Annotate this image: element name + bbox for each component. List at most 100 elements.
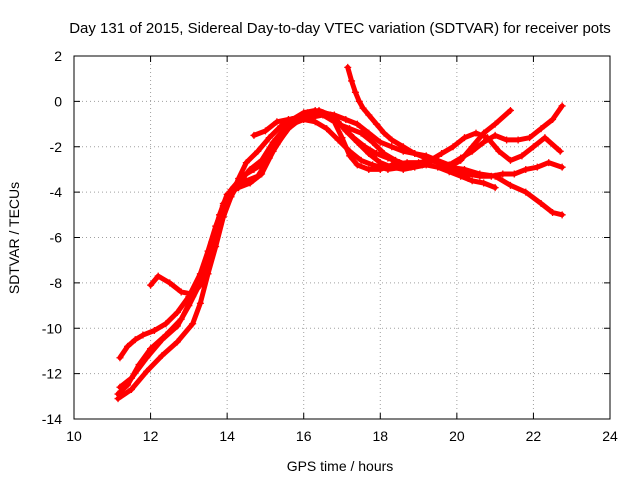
series-line	[115, 110, 565, 397]
data-point	[491, 120, 499, 128]
data-point	[468, 177, 476, 185]
data-point	[254, 147, 262, 155]
data-point	[114, 395, 122, 403]
data-point	[376, 159, 384, 167]
data-point	[476, 172, 484, 180]
data-point	[189, 320, 197, 328]
data-point	[177, 315, 185, 323]
data-point	[319, 109, 327, 117]
data-point	[491, 184, 499, 192]
data-point	[411, 150, 419, 158]
data-point	[246, 179, 254, 187]
data-point	[235, 175, 243, 183]
data-point	[273, 118, 281, 126]
data-point	[242, 159, 250, 167]
data-point	[265, 134, 273, 142]
data-point	[269, 138, 277, 146]
data-point	[162, 331, 170, 339]
data-point	[372, 150, 380, 158]
x-tick-label: 24	[602, 428, 618, 444]
data-point	[357, 156, 365, 164]
data-point	[173, 338, 181, 346]
data-point	[338, 134, 346, 142]
data-point	[522, 188, 530, 196]
data-point	[177, 288, 185, 296]
data-point	[307, 111, 315, 119]
data-point	[346, 125, 354, 133]
series-line	[117, 117, 565, 390]
x-tick-label: 18	[372, 428, 388, 444]
data-point	[359, 104, 367, 112]
data-point	[518, 152, 526, 160]
y-tick-label: -6	[50, 230, 63, 246]
data-point	[355, 97, 363, 105]
data-point	[558, 163, 566, 171]
data-point	[353, 138, 361, 146]
data-point	[403, 161, 411, 169]
data-point	[150, 327, 158, 335]
data-point	[545, 159, 553, 167]
data-point	[533, 163, 541, 171]
data-series	[114, 63, 566, 403]
data-point	[250, 165, 258, 173]
data-point	[415, 161, 423, 169]
x-tick-label: 16	[296, 428, 312, 444]
data-point	[388, 161, 396, 169]
data-point	[380, 129, 388, 137]
data-point	[284, 125, 292, 133]
data-point	[558, 211, 566, 219]
data-point	[472, 129, 480, 137]
data-point	[369, 138, 377, 146]
data-point	[365, 165, 373, 173]
x-tick-label: 10	[66, 428, 82, 444]
data-point	[219, 211, 227, 219]
data-point	[351, 88, 359, 96]
data-point	[296, 113, 304, 121]
y-tick-label: -10	[42, 320, 62, 336]
data-point	[353, 161, 361, 169]
y-tick-label: -2	[50, 139, 63, 155]
data-point	[537, 125, 545, 133]
data-point	[212, 234, 220, 241]
data-point	[131, 336, 139, 344]
data-point	[330, 111, 338, 119]
data-point	[541, 134, 549, 142]
y-tick-label: 0	[54, 93, 62, 109]
series-arc-5	[147, 106, 564, 298]
y-tick-label: -12	[42, 366, 62, 382]
data-point	[522, 165, 530, 173]
data-point	[204, 261, 212, 269]
data-point	[457, 154, 465, 162]
data-point	[558, 102, 566, 110]
y-tick-label: 2	[54, 48, 62, 64]
data-point	[124, 381, 132, 389]
y-axis-label: SDTVAR / TECUs	[6, 182, 22, 294]
data-point	[196, 299, 204, 307]
data-point	[147, 345, 155, 353]
data-point	[189, 290, 197, 298]
data-point	[438, 150, 446, 158]
data-point	[357, 129, 365, 137]
data-point	[323, 125, 331, 133]
data-point	[346, 152, 354, 160]
data-point	[162, 320, 170, 328]
data-point	[127, 386, 135, 394]
series-arc-1	[116, 116, 566, 391]
data-point	[166, 279, 174, 287]
data-point	[376, 165, 384, 173]
data-point	[556, 147, 564, 155]
data-point	[258, 170, 266, 178]
data-point	[392, 156, 400, 164]
data-point	[510, 170, 518, 178]
x-tick-label: 20	[449, 428, 465, 444]
data-point	[549, 209, 557, 217]
data-point	[116, 354, 124, 362]
data-point	[261, 127, 269, 135]
x-tick-label: 12	[143, 428, 159, 444]
data-point	[506, 181, 514, 189]
data-point	[344, 63, 352, 71]
data-point	[365, 129, 373, 137]
data-point	[135, 361, 143, 369]
data-point	[334, 120, 342, 128]
data-point	[514, 136, 522, 144]
